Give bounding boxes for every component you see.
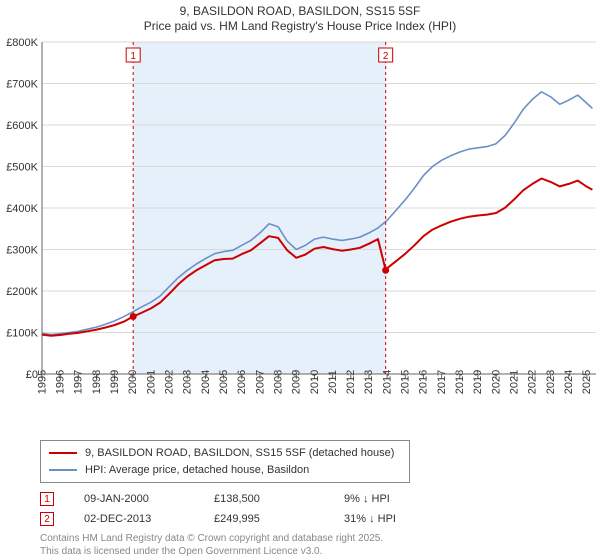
svg-text:2021: 2021 bbox=[509, 370, 521, 394]
svg-text:2012: 2012 bbox=[345, 370, 357, 394]
svg-text:£300K: £300K bbox=[6, 245, 38, 257]
svg-text:2019: 2019 bbox=[472, 370, 484, 394]
svg-text:2025: 2025 bbox=[581, 370, 593, 394]
legend-swatch bbox=[49, 469, 77, 471]
marker-delta: 9% ↓ HPI bbox=[344, 493, 464, 505]
marker-badge: 2 bbox=[40, 512, 54, 526]
svg-text:2008: 2008 bbox=[272, 370, 284, 394]
svg-text:£800K: £800K bbox=[6, 37, 38, 49]
chart-svg: £0£100K£200K£300K£400K£500K£600K£700K£80… bbox=[0, 34, 600, 434]
svg-text:2010: 2010 bbox=[309, 370, 321, 394]
legend-label: HPI: Average price, detached house, Basi… bbox=[85, 462, 309, 479]
svg-text:£700K: £700K bbox=[6, 79, 38, 91]
legend-item: 9, BASILDON ROAD, BASILDON, SS15 5SF (de… bbox=[49, 445, 401, 462]
svg-text:2007: 2007 bbox=[254, 370, 266, 394]
svg-text:2004: 2004 bbox=[200, 370, 212, 394]
svg-text:2014: 2014 bbox=[381, 370, 393, 394]
svg-text:£100K: £100K bbox=[6, 328, 38, 340]
svg-text:1999: 1999 bbox=[109, 370, 121, 394]
marker-price: £138,500 bbox=[214, 493, 314, 505]
marker-price: £249,995 bbox=[214, 513, 314, 525]
svg-text:2022: 2022 bbox=[527, 370, 539, 394]
svg-text:2005: 2005 bbox=[218, 370, 230, 394]
svg-text:2016: 2016 bbox=[418, 370, 430, 394]
svg-text:1996: 1996 bbox=[54, 370, 66, 394]
svg-text:1997: 1997 bbox=[73, 370, 85, 394]
marker-row: 2 02-DEC-2013 £249,995 31% ↓ HPI bbox=[40, 509, 600, 529]
svg-text:2015: 2015 bbox=[400, 370, 412, 394]
marker-delta: 31% ↓ HPI bbox=[344, 513, 464, 525]
marker-row: 1 09-JAN-2000 £138,500 9% ↓ HPI bbox=[40, 489, 600, 509]
svg-text:2018: 2018 bbox=[454, 370, 466, 394]
svg-text:2009: 2009 bbox=[291, 370, 303, 394]
svg-text:£500K: £500K bbox=[6, 162, 38, 174]
legend-item: HPI: Average price, detached house, Basi… bbox=[49, 462, 401, 479]
svg-text:2013: 2013 bbox=[363, 370, 375, 394]
marker-date: 02-DEC-2013 bbox=[84, 513, 184, 525]
svg-text:2002: 2002 bbox=[163, 370, 175, 394]
svg-text:2006: 2006 bbox=[236, 370, 248, 394]
svg-text:1998: 1998 bbox=[91, 370, 103, 394]
footer-line-2: This data is licensed under the Open Gov… bbox=[40, 546, 600, 559]
svg-text:1: 1 bbox=[130, 51, 136, 62]
svg-text:2020: 2020 bbox=[490, 370, 502, 394]
footer-attribution: Contains HM Land Registry data © Crown c… bbox=[40, 533, 600, 558]
marker-table: 1 09-JAN-2000 £138,500 9% ↓ HPI 2 02-DEC-2013… bbox=[40, 489, 600, 529]
svg-text:2023: 2023 bbox=[545, 370, 557, 394]
svg-text:2001: 2001 bbox=[145, 370, 157, 394]
svg-text:2003: 2003 bbox=[182, 370, 194, 394]
legend-swatch bbox=[49, 452, 77, 454]
legend: 9, BASILDON ROAD, BASILDON, SS15 5SF (de… bbox=[40, 440, 410, 483]
svg-text:£400K: £400K bbox=[6, 203, 38, 215]
title-line-1: 9, BASILDON ROAD, BASILDON, SS15 5SF bbox=[0, 4, 600, 19]
svg-text:2: 2 bbox=[383, 51, 389, 62]
marker-date: 09-JAN-2000 bbox=[84, 493, 184, 505]
svg-text:2024: 2024 bbox=[563, 370, 575, 394]
svg-text:2017: 2017 bbox=[436, 370, 448, 394]
legend-label: 9, BASILDON ROAD, BASILDON, SS15 5SF (de… bbox=[85, 445, 394, 462]
svg-text:£200K: £200K bbox=[6, 286, 38, 298]
chart-area: £0£100K£200K£300K£400K£500K£600K£700K£80… bbox=[0, 34, 600, 434]
footer-line-1: Contains HM Land Registry data © Crown c… bbox=[40, 533, 600, 546]
title-line-2: Price paid vs. HM Land Registry's House … bbox=[0, 19, 600, 34]
chart-title-block: 9, BASILDON ROAD, BASILDON, SS15 5SF Pri… bbox=[0, 0, 600, 34]
marker-badge: 1 bbox=[40, 492, 54, 506]
svg-text:£600K: £600K bbox=[6, 120, 38, 132]
